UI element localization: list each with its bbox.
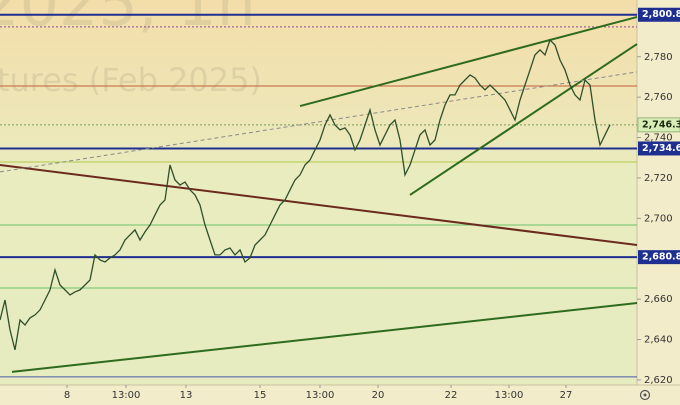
price-label: 2,746.3 — [642, 119, 680, 130]
price-label: 2,680.8 — [642, 252, 680, 263]
y-tick-label: 2,720 — [644, 173, 673, 184]
settings-icon[interactable] — [639, 389, 651, 401]
trend-line — [0, 164, 638, 247]
trend-line — [11, 301, 638, 373]
price-label: 2,734.6 — [642, 143, 680, 154]
x-tick-label: 8 — [64, 390, 70, 401]
x-tick-label: 20 — [372, 390, 385, 401]
price-line — [0, 38, 611, 351]
y-tick-label: 2,740 — [644, 133, 673, 144]
plot-area — [0, 0, 637, 385]
x-tick-label: 27 — [560, 390, 573, 401]
trend-line — [299, 16, 638, 108]
watermark-title: 2025, 1h — [0, 0, 256, 40]
x-tick-label: 15 — [254, 390, 267, 401]
y-tick-label: 2,640 — [644, 335, 673, 346]
y-tick-label: 2,760 — [644, 92, 673, 103]
y-tick-label: 2,660 — [644, 294, 673, 305]
price-label: 2,800.8 — [642, 9, 680, 20]
price-label-box — [638, 250, 680, 265]
y-tick-label: 2,780 — [644, 52, 673, 63]
x-tick-label: 22 — [445, 390, 458, 401]
price-label-box — [637, 117, 680, 133]
x-tick-label: 13:00 — [112, 390, 141, 401]
watermark-subtitle: Futures (Feb 2025) — [0, 61, 262, 99]
y-tick-label: 2,620 — [644, 375, 673, 386]
x-tick-label: 13:00 — [306, 390, 335, 401]
y-tick-label: 2,700 — [644, 213, 673, 224]
price-label-box — [638, 141, 680, 156]
trend-line — [409, 43, 638, 196]
price-label-box — [638, 7, 680, 22]
trend-line — [0, 71, 638, 173]
x-tick-label: 13 — [180, 390, 193, 401]
plot — [0, 13, 638, 378]
x-tick-label: 13:00 — [495, 390, 524, 401]
